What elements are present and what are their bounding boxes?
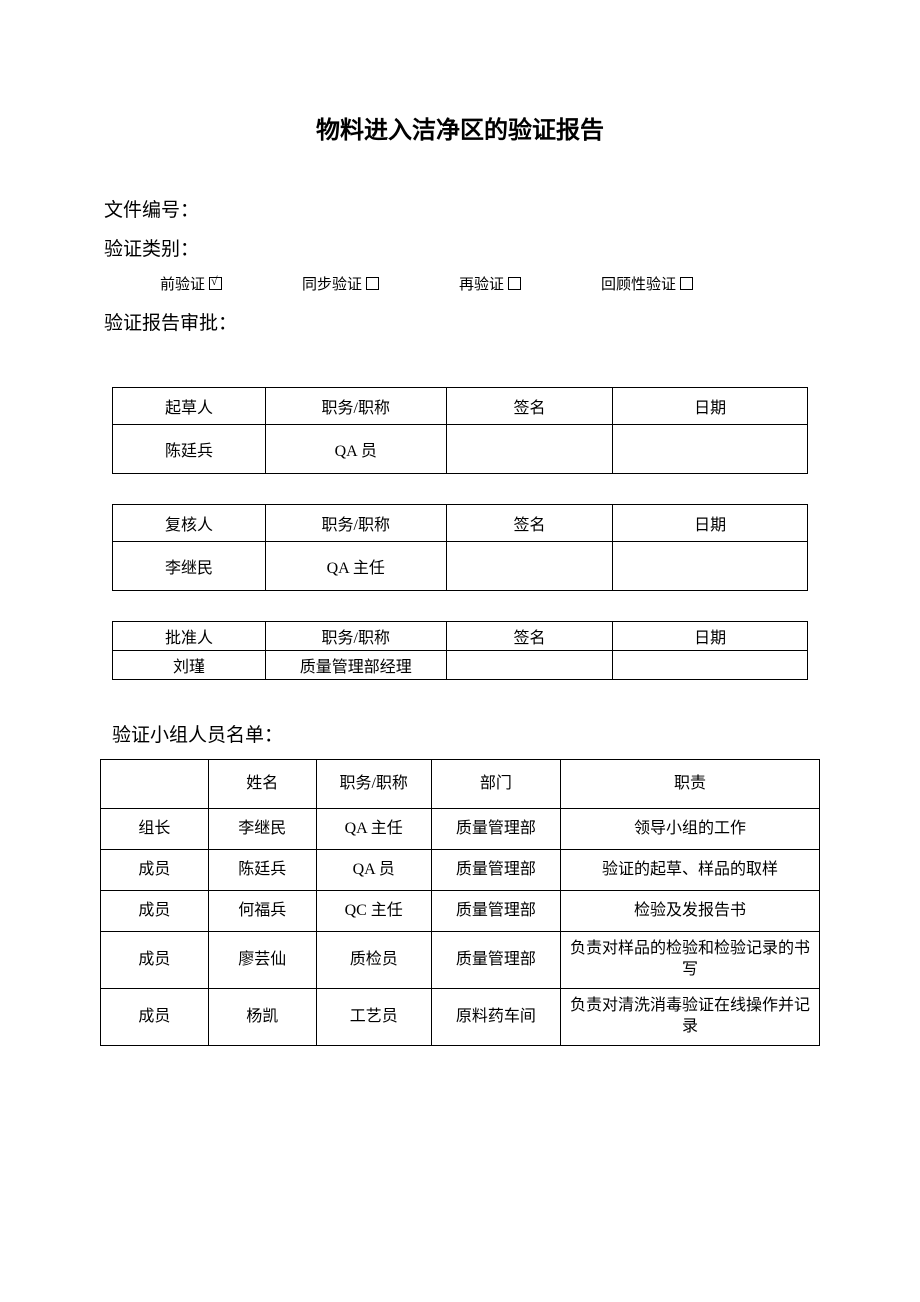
team-cell: 工艺员 [316, 989, 431, 1046]
validation-option: 再验证 [459, 273, 521, 294]
team-cell: 何福兵 [208, 891, 316, 932]
team-row: 成员杨凯工艺员原料药车间负责对清洗消毒验证在线操作并记录 [101, 989, 820, 1046]
approvals-container: 起草人职务/职称签名日期陈廷兵QA 员复核人职务/职称签名日期李继民QA 主任批… [100, 387, 820, 680]
team-cell: 验证的起草、样品的取样 [561, 850, 820, 891]
team-row: 组长李继民QA 主任质量管理部领导小组的工作 [101, 809, 820, 850]
team-cell: 李继民 [208, 809, 316, 850]
team-cell: 质检员 [316, 932, 431, 989]
team-cell: 成员 [101, 932, 209, 989]
team-cell: QC 主任 [316, 891, 431, 932]
team-cell: 领导小组的工作 [561, 809, 820, 850]
team-cell: 质量管理部 [431, 891, 560, 932]
team-header-duty: 职责 [561, 760, 820, 809]
approval-body-cell [446, 542, 613, 591]
team-cell: 原料药车间 [431, 989, 560, 1046]
team-header-position: 职务/职称 [316, 760, 431, 809]
validation-option-label: 再验证 [459, 273, 504, 294]
approval-body-row: 陈廷兵QA 员 [113, 425, 808, 474]
approval-header-cell: 签名 [446, 388, 613, 425]
checkbox-icon [209, 277, 222, 290]
approval-body-cell [446, 425, 613, 474]
approval-table: 批准人职务/职称签名日期刘瑾质量管理部经理 [112, 621, 808, 680]
document-page: 物料进入洁净区的验证报告 文件编号： 验证类别： 前验证 同步验证 再验证 回顾性验证… [0, 0, 920, 1302]
team-cell: 陈廷兵 [208, 850, 316, 891]
team-table: 姓名 职务/职称 部门 职责 组长李继民QA 主任质量管理部领导小组的工作成员陈… [100, 759, 820, 1046]
team-cell: 质量管理部 [431, 932, 560, 989]
validation-options-row: 前验证 同步验证 再验证 回顾性验证 [160, 273, 820, 294]
team-cell: 成员 [101, 850, 209, 891]
team-cell: 负责对样品的检验和检验记录的书写 [561, 932, 820, 989]
approval-header-row: 批准人职务/职称签名日期 [113, 622, 808, 651]
approval-body-cell [613, 425, 808, 474]
approval-header-cell: 日期 [613, 505, 808, 542]
team-row: 成员廖芸仙质检员质量管理部负责对样品的检验和检验记录的书写 [101, 932, 820, 989]
team-title-label: 验证小组人员名单： [112, 720, 820, 747]
approval-body-cell [613, 651, 808, 680]
validation-option: 前验证 [160, 273, 222, 294]
team-header-blank [101, 760, 209, 809]
team-cell: QA 员 [316, 850, 431, 891]
team-cell: QA 主任 [316, 809, 431, 850]
approval-header-cell: 签名 [446, 622, 613, 651]
approval-header-cell: 签名 [446, 505, 613, 542]
approval-header-cell: 日期 [613, 388, 808, 425]
team-header-row: 姓名 职务/职称 部门 职责 [101, 760, 820, 809]
validation-option-label: 前验证 [160, 273, 205, 294]
checkbox-icon [680, 277, 693, 290]
approval-body-cell [613, 542, 808, 591]
spacer [100, 710, 820, 720]
doc-number-label: 文件编号： [104, 195, 820, 222]
approval-header-row: 复核人职务/职称签名日期 [113, 505, 808, 542]
approval-body-cell: 陈廷兵 [113, 425, 266, 474]
approval-body-cell: QA 主任 [265, 542, 446, 591]
team-cell: 负责对清洗消毒验证在线操作并记录 [561, 989, 820, 1046]
team-cell: 廖芸仙 [208, 932, 316, 989]
approval-header-cell: 职务/职称 [265, 388, 446, 425]
approval-body-row: 刘瑾质量管理部经理 [113, 651, 808, 680]
approval-body-cell: QA 员 [265, 425, 446, 474]
approval-table: 起草人职务/职称签名日期陈廷兵QA 员 [112, 387, 808, 474]
checkbox-icon [366, 277, 379, 290]
report-approval-label: 验证报告审批： [104, 308, 820, 335]
validation-option: 回顾性验证 [601, 273, 693, 294]
team-table-wrapper: 姓名 职务/职称 部门 职责 组长李继民QA 主任质量管理部领导小组的工作成员陈… [100, 759, 820, 1046]
approval-group: 起草人职务/职称签名日期陈廷兵QA 员 [112, 387, 808, 474]
approval-header-cell: 起草人 [113, 388, 266, 425]
spacer [100, 347, 820, 387]
validation-type-label: 验证类别： [104, 234, 820, 261]
document-title: 物料进入洁净区的验证报告 [100, 110, 820, 145]
team-header-dept: 部门 [431, 760, 560, 809]
team-cell: 质量管理部 [431, 850, 560, 891]
team-cell: 成员 [101, 891, 209, 932]
team-cell: 组长 [101, 809, 209, 850]
approval-header-cell: 职务/职称 [265, 622, 446, 651]
approval-body-row: 李继民QA 主任 [113, 542, 808, 591]
validation-option-label: 同步验证 [302, 273, 362, 294]
team-header-name: 姓名 [208, 760, 316, 809]
approval-group: 批准人职务/职称签名日期刘瑾质量管理部经理 [112, 621, 808, 680]
approval-header-row: 起草人职务/职称签名日期 [113, 388, 808, 425]
team-row: 成员何福兵QC 主任质量管理部检验及发报告书 [101, 891, 820, 932]
team-body: 组长李继民QA 主任质量管理部领导小组的工作成员陈廷兵QA 员质量管理部验证的起… [101, 809, 820, 1046]
approval-body-cell: 李继民 [113, 542, 266, 591]
approval-header-cell: 复核人 [113, 505, 266, 542]
approval-header-cell: 批准人 [113, 622, 266, 651]
approval-body-cell: 刘瑾 [113, 651, 266, 680]
team-cell: 质量管理部 [431, 809, 560, 850]
team-cell: 成员 [101, 989, 209, 1046]
validation-option: 同步验证 [302, 273, 379, 294]
approval-group: 复核人职务/职称签名日期李继民QA 主任 [112, 504, 808, 591]
team-row: 成员陈廷兵QA 员质量管理部验证的起草、样品的取样 [101, 850, 820, 891]
approval-header-cell: 职务/职称 [265, 505, 446, 542]
approval-body-cell [446, 651, 613, 680]
checkbox-icon [508, 277, 521, 290]
approval-body-cell: 质量管理部经理 [265, 651, 446, 680]
team-cell: 杨凯 [208, 989, 316, 1046]
approval-table: 复核人职务/职称签名日期李继民QA 主任 [112, 504, 808, 591]
validation-option-label: 回顾性验证 [601, 273, 676, 294]
approval-header-cell: 日期 [613, 622, 808, 651]
team-cell: 检验及发报告书 [561, 891, 820, 932]
